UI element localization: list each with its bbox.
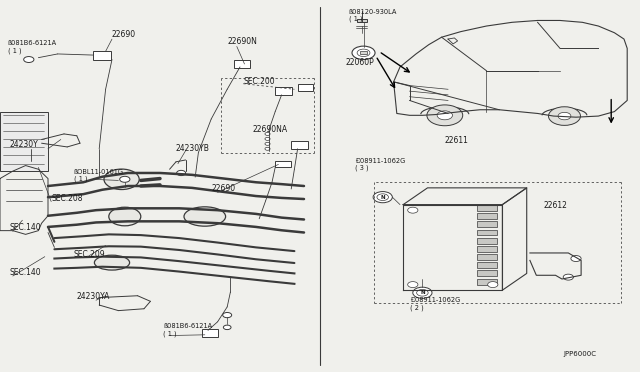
Bar [477,246,497,252]
Text: N: N [380,195,385,200]
Circle shape [223,312,232,318]
Circle shape [558,112,571,120]
Circle shape [265,142,270,145]
Text: 24230Y: 24230Y [10,140,38,149]
Text: 22060P: 22060P [346,58,374,67]
Bar [477,254,497,260]
Circle shape [377,194,388,201]
Circle shape [408,282,418,288]
Bar [275,161,291,167]
Text: ß08120-930LA
( 1 ): ß08120-930LA ( 1 ) [349,9,397,22]
Bar [275,87,292,95]
Bar [477,205,497,211]
Text: SEC.140: SEC.140 [10,268,41,277]
Circle shape [177,170,186,176]
Text: SEC.200: SEC.200 [243,77,275,86]
Circle shape [28,143,36,148]
Bar [477,262,497,268]
Bar [93,51,111,60]
Circle shape [120,176,130,182]
Bar [0,112,48,171]
Ellipse shape [104,169,140,189]
Text: 22612: 22612 [544,201,568,210]
Text: N: N [420,290,425,295]
Text: SEC.208: SEC.208 [51,194,83,203]
Text: 22690NA: 22690NA [253,125,288,134]
Ellipse shape [95,255,129,270]
Text: SEC.140: SEC.140 [10,224,41,232]
Text: 24230YA: 24230YA [77,292,110,301]
Circle shape [357,49,370,57]
Text: 22611: 22611 [445,136,468,145]
Circle shape [413,287,432,298]
Bar [477,270,497,276]
Circle shape [548,107,580,125]
Circle shape [265,137,270,140]
Text: Ð08911-1062G
( 2 ): Ð08911-1062G ( 2 ) [410,297,460,311]
Bar [357,19,367,22]
Text: JPP6000C: JPP6000C [563,351,596,357]
Circle shape [24,57,34,62]
Circle shape [27,160,35,165]
Circle shape [265,132,270,135]
Circle shape [437,111,452,120]
Text: ß081B6-6121A
( 1 ): ß081B6-6121A ( 1 ) [8,41,57,54]
Text: ß081B6-6121A
( 1 ): ß081B6-6121A ( 1 ) [163,323,212,337]
Bar [298,84,313,91]
Circle shape [408,207,418,213]
Text: SEC.209: SEC.209 [74,250,105,259]
Text: Ð08911-1062G
( 3 ): Ð08911-1062G ( 3 ) [355,158,406,171]
Circle shape [352,46,375,60]
Circle shape [265,147,270,150]
Bar [234,60,250,68]
Circle shape [223,325,231,330]
Text: 22690: 22690 [112,30,136,39]
Bar [477,230,497,235]
Ellipse shape [184,207,226,226]
Bar [477,279,497,285]
Circle shape [427,105,463,126]
Bar [291,141,308,149]
Bar [360,51,367,54]
Circle shape [563,274,573,280]
Text: 24230YB: 24230YB [176,144,210,153]
Bar [202,329,218,337]
Bar [477,221,497,227]
Text: 22690N: 22690N [227,38,257,46]
Text: 22690: 22690 [211,185,236,193]
Circle shape [488,282,498,288]
Circle shape [373,192,392,203]
Circle shape [417,289,428,296]
Bar [477,238,497,244]
Text: ßOBL11-0161G
( 1 ): ßOBL11-0161G ( 1 ) [74,169,124,182]
Circle shape [571,256,581,262]
Bar [477,213,497,219]
Ellipse shape [109,207,141,226]
